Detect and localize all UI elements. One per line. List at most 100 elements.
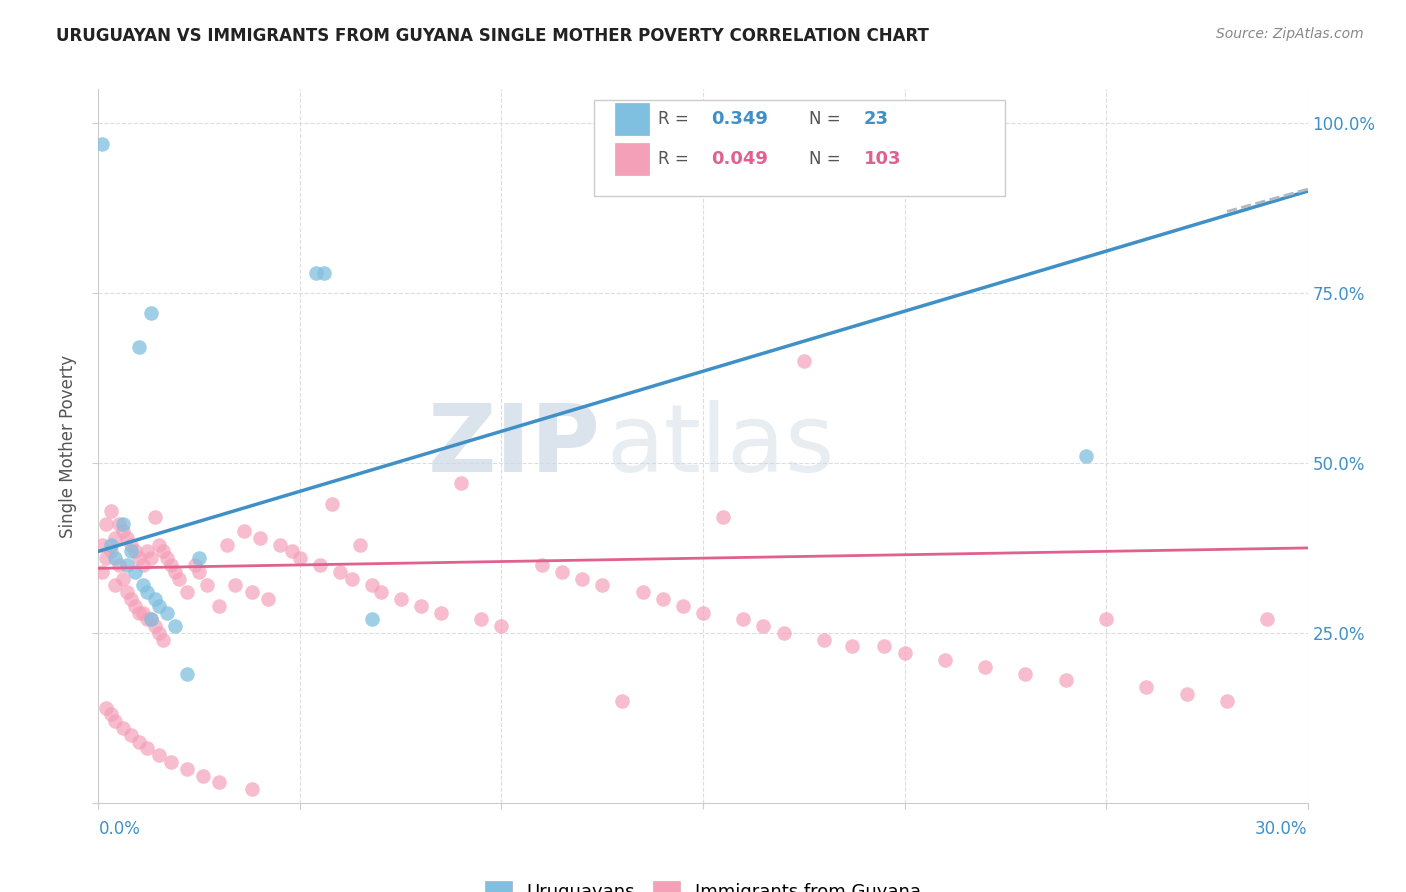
Point (156, 551, 179, 566)
Point (208, 775, 231, 789)
Point (91, 537, 114, 551)
Point (974, 660, 997, 674)
Point (128, 734, 150, 748)
Point (103, 531, 125, 545)
Point (793, 354, 815, 368)
Point (120, 537, 142, 551)
Point (873, 640, 896, 654)
Text: URUGUAYAN VS IMMIGRANTS FROM GUYANA SINGLE MOTHER POVERTY CORRELATION CHART: URUGUAYAN VS IMMIGRANTS FROM GUYANA SING… (56, 27, 929, 45)
Point (342, 572, 364, 586)
Point (91, 565, 114, 579)
Point (361, 612, 384, 626)
Point (256, 591, 278, 606)
Point (120, 728, 142, 742)
Point (893, 646, 915, 660)
Point (139, 612, 162, 626)
Point (813, 632, 835, 647)
Point (148, 626, 170, 640)
Point (143, 619, 166, 633)
Point (156, 606, 179, 620)
Point (193, 769, 215, 783)
Point (111, 517, 134, 532)
Point (143, 591, 166, 606)
Point (1074, 449, 1097, 463)
Point (208, 599, 231, 613)
Point (269, 537, 291, 551)
Point (1014, 666, 1036, 681)
Point (96, 551, 118, 566)
Point (100, 707, 122, 722)
Point (111, 524, 134, 538)
Point (752, 619, 775, 633)
Point (115, 585, 138, 599)
Point (124, 544, 146, 558)
Point (152, 632, 174, 647)
Point (1095, 612, 1118, 626)
Point (176, 585, 198, 599)
Point (1054, 673, 1077, 688)
Point (772, 626, 794, 640)
Point (612, 694, 634, 708)
Point (651, 591, 673, 606)
Point (124, 565, 146, 579)
Point (148, 537, 170, 551)
Point (107, 517, 129, 532)
Text: 0.0%: 0.0% (98, 820, 141, 838)
Point (100, 544, 122, 558)
Point (249, 531, 271, 545)
Point (115, 531, 138, 545)
Point (148, 748, 170, 763)
Point (160, 755, 183, 769)
Point (120, 544, 142, 558)
Point (711, 510, 734, 524)
Point (631, 585, 654, 599)
Point (184, 558, 207, 572)
Point (115, 558, 138, 572)
Point (103, 578, 125, 592)
Point (132, 606, 155, 620)
Text: 30.0%: 30.0% (1256, 820, 1308, 838)
Y-axis label: Single Mother Poverty: Single Mother Poverty (59, 354, 77, 538)
Point (91, 136, 114, 151)
Point (309, 558, 332, 572)
Point (224, 578, 246, 592)
Point (1216, 694, 1239, 708)
Point (409, 599, 432, 613)
Point (370, 585, 392, 599)
Point (163, 565, 186, 579)
Point (188, 551, 211, 566)
Point (361, 578, 384, 592)
Bar (614, 143, 648, 175)
Text: N =: N = (810, 110, 846, 128)
Text: R =: R = (658, 110, 695, 128)
Point (240, 585, 263, 599)
Point (103, 551, 125, 566)
Point (135, 585, 157, 599)
Text: Source: ZipAtlas.com: Source: ZipAtlas.com (1216, 27, 1364, 41)
Point (530, 558, 553, 572)
Point (692, 606, 714, 620)
Point (450, 476, 472, 491)
Point (152, 544, 174, 558)
Text: ZIP: ZIP (427, 400, 600, 492)
Point (288, 551, 311, 566)
Point (139, 551, 162, 566)
Point (103, 714, 125, 729)
Point (551, 565, 574, 579)
Point (96, 700, 118, 714)
Text: N =: N = (810, 150, 846, 168)
Text: 0.049: 0.049 (711, 150, 768, 168)
Point (329, 565, 352, 579)
Point (349, 537, 371, 551)
Point (107, 558, 129, 572)
Point (100, 537, 122, 551)
Point (139, 306, 162, 320)
Point (321, 497, 343, 511)
Point (672, 599, 695, 613)
Text: 23: 23 (863, 110, 889, 128)
Point (176, 666, 198, 681)
Point (135, 612, 157, 626)
Point (167, 572, 190, 586)
Point (143, 510, 166, 524)
Point (132, 578, 155, 592)
